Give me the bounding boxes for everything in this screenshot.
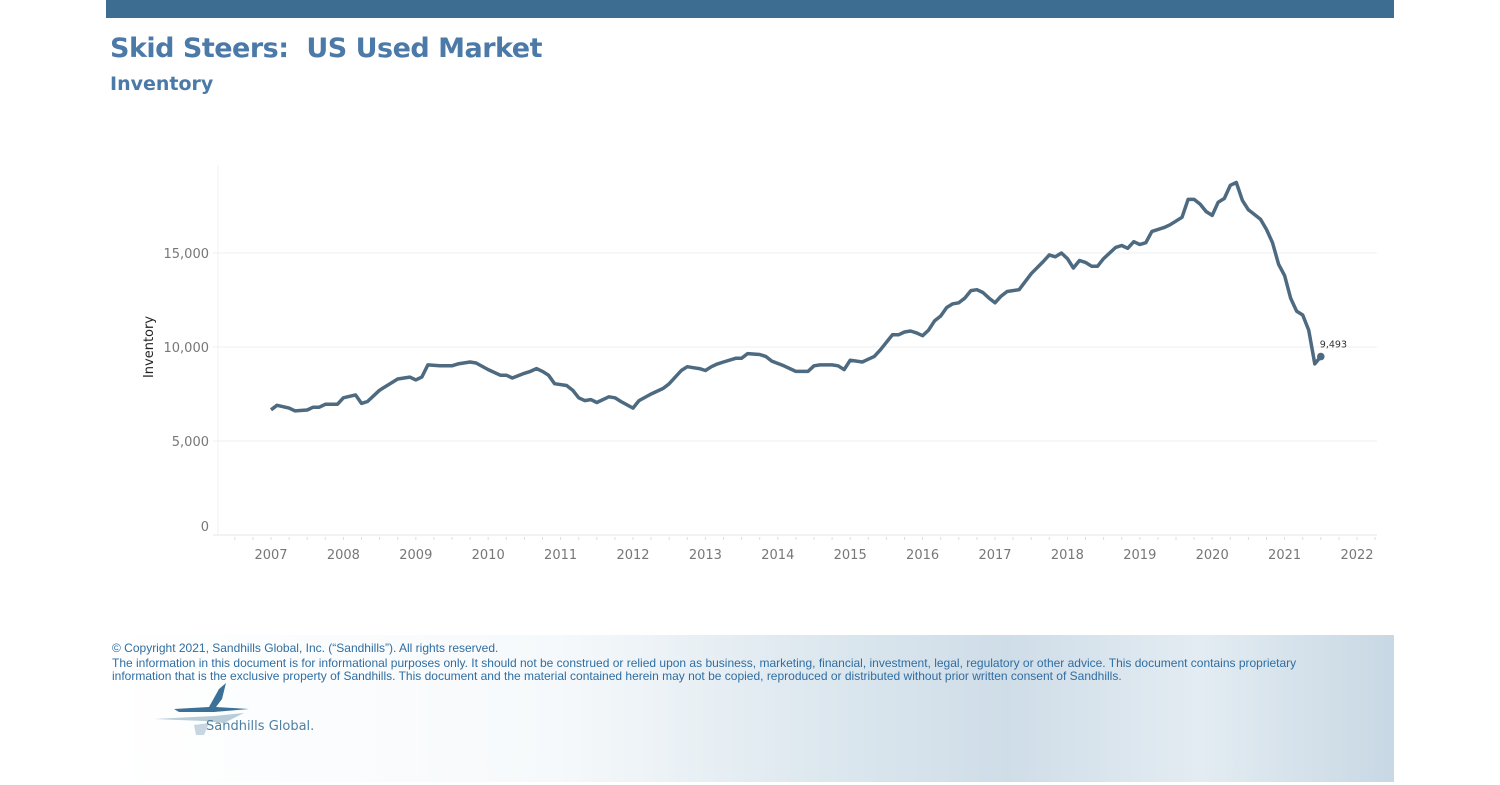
last-data-point[interactable] [1317, 352, 1325, 361]
x-tick-label: 2015 [834, 548, 867, 563]
page-title: Skid Steers: US Used Market [110, 33, 543, 64]
x-tick-label: 2008 [327, 548, 360, 563]
x-tick-label: 2013 [689, 548, 722, 563]
copyright-text: © Copyright 2021, Sandhills Global, Inc.… [112, 641, 499, 655]
y-tick-label: 5,000 [172, 435, 209, 450]
last-point-label: 9,493 [1320, 340, 1347, 351]
x-tick-label: 2014 [761, 548, 794, 563]
y-tick-label: 10,000 [164, 341, 210, 356]
y-axis-label: Inventory [142, 316, 157, 378]
disclaimer-line-1: The information in this document is for … [112, 656, 1297, 670]
x-tick-label: 2016 [906, 548, 939, 563]
disclaimer-line-2: information that is the exclusive proper… [112, 669, 1122, 683]
x-tick-label: 2007 [254, 548, 287, 563]
y-tick-label: 0 [201, 520, 209, 535]
x-tick-label: 2020 [1196, 548, 1229, 563]
y-tick-label: 15,000 [164, 247, 210, 262]
x-tick-label: 2018 [1051, 548, 1084, 563]
x-tick-label: 2019 [1123, 548, 1156, 563]
x-tick-label: 2021 [1268, 548, 1301, 563]
crane-logo-icon [154, 683, 249, 735]
logo-text: Sandhills Global. [206, 719, 315, 734]
page-subtitle: Inventory [110, 73, 214, 95]
footer: © Copyright 2021, Sandhills Global, Inc.… [106, 635, 1394, 782]
top-banner [106, 0, 1394, 18]
x-tick-label: 2012 [616, 548, 649, 563]
x-tick-label: 2010 [472, 548, 505, 563]
x-tick-label: 2011 [544, 548, 577, 563]
inventory-series-line [269, 180, 1323, 413]
x-tick-label: 2017 [978, 548, 1011, 563]
x-tick-label: 2009 [399, 548, 432, 563]
x-tick-label: 2022 [1340, 548, 1373, 563]
